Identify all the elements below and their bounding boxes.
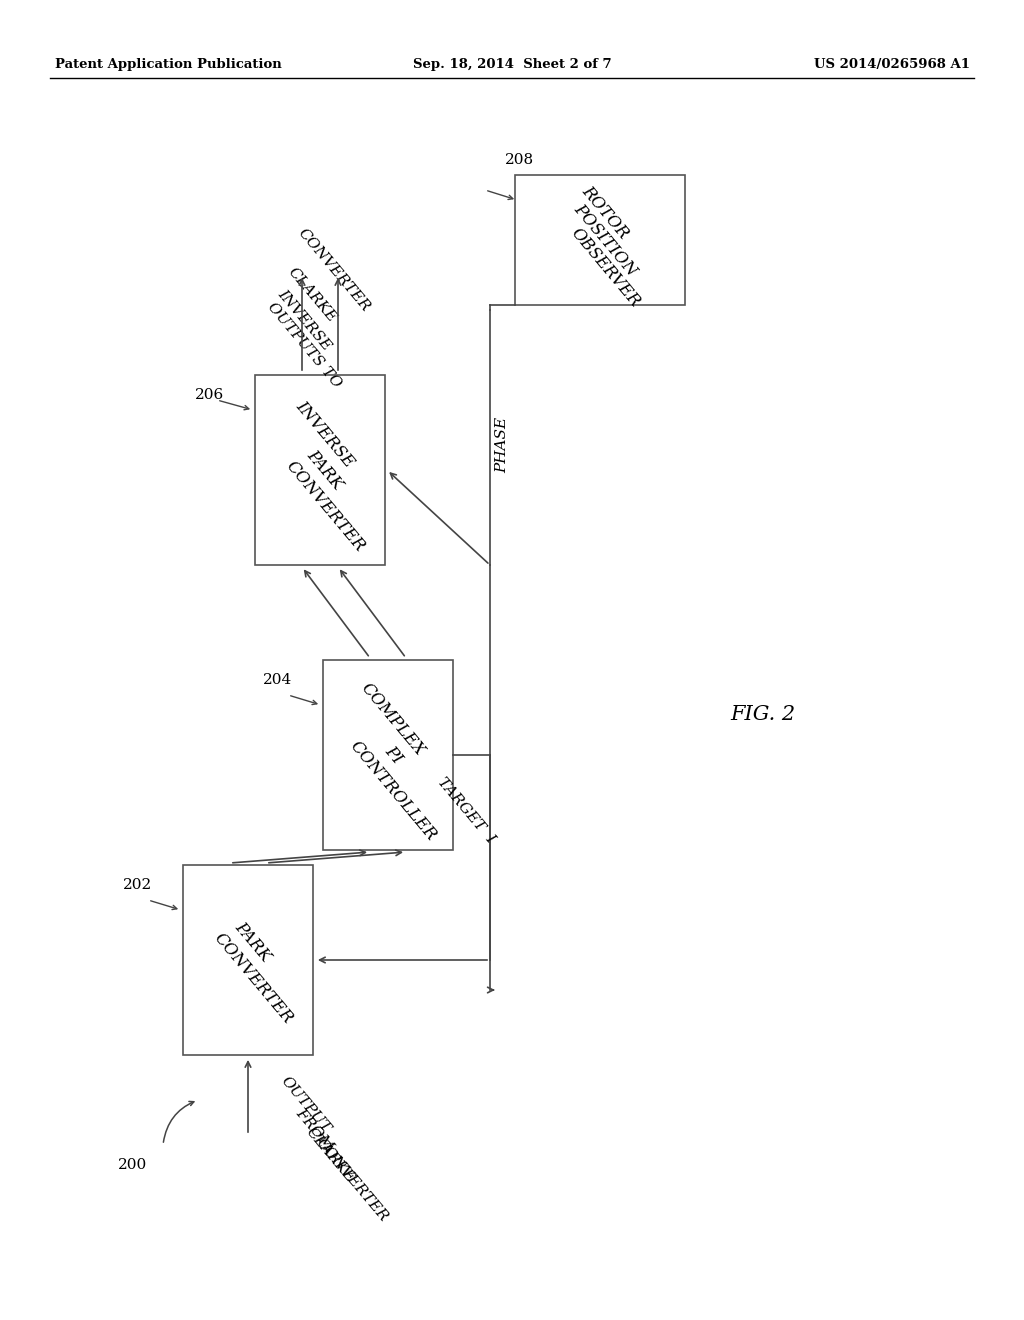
Text: OUTPUT: OUTPUT: [278, 1074, 333, 1135]
Text: 202: 202: [123, 878, 153, 892]
Text: PARK: PARK: [231, 919, 274, 965]
Bar: [323, 660, 453, 850]
Text: CONVERTER: CONVERTER: [210, 929, 296, 1027]
Text: FIG. 2: FIG. 2: [730, 705, 795, 725]
Text: CONVERTER: CONVERTER: [283, 457, 368, 554]
Text: 200: 200: [118, 1158, 147, 1172]
Text: 204: 204: [263, 673, 292, 686]
Bar: [183, 865, 313, 1055]
Text: Sep. 18, 2014  Sheet 2 of 7: Sep. 18, 2014 Sheet 2 of 7: [413, 58, 611, 71]
Text: Patent Application Publication: Patent Application Publication: [55, 58, 282, 71]
Text: CONVERTER: CONVERTER: [295, 226, 373, 314]
Text: 208: 208: [505, 153, 535, 168]
Text: PARK: PARK: [303, 446, 346, 494]
Text: INVERSE: INVERSE: [275, 286, 334, 352]
Text: 206: 206: [195, 388, 224, 403]
Text: CLARKE: CLARKE: [303, 1125, 356, 1185]
Text: COMPLEX: COMPLEX: [357, 680, 428, 759]
Text: INVERSE: INVERSE: [293, 397, 357, 471]
Text: OUTPUTS TO: OUTPUTS TO: [265, 300, 344, 391]
Text: US 2014/0265968 A1: US 2014/0265968 A1: [814, 58, 970, 71]
Text: FROM: FROM: [293, 1106, 336, 1154]
Text: PI: PI: [381, 743, 406, 767]
Bar: [515, 176, 685, 305]
Text: TARGET  I: TARGET I: [435, 775, 498, 846]
Text: CONVERTER: CONVERTER: [313, 1135, 390, 1224]
Text: OBSERVER: OBSERVER: [567, 224, 643, 312]
Text: ROTOR: ROTOR: [579, 182, 632, 242]
Text: CLARKE: CLARKE: [285, 265, 339, 325]
Text: PHASE: PHASE: [495, 417, 509, 473]
Bar: [255, 375, 385, 565]
Text: CONTROLLER: CONTROLLER: [346, 738, 439, 845]
Text: POSITION: POSITION: [570, 201, 640, 280]
